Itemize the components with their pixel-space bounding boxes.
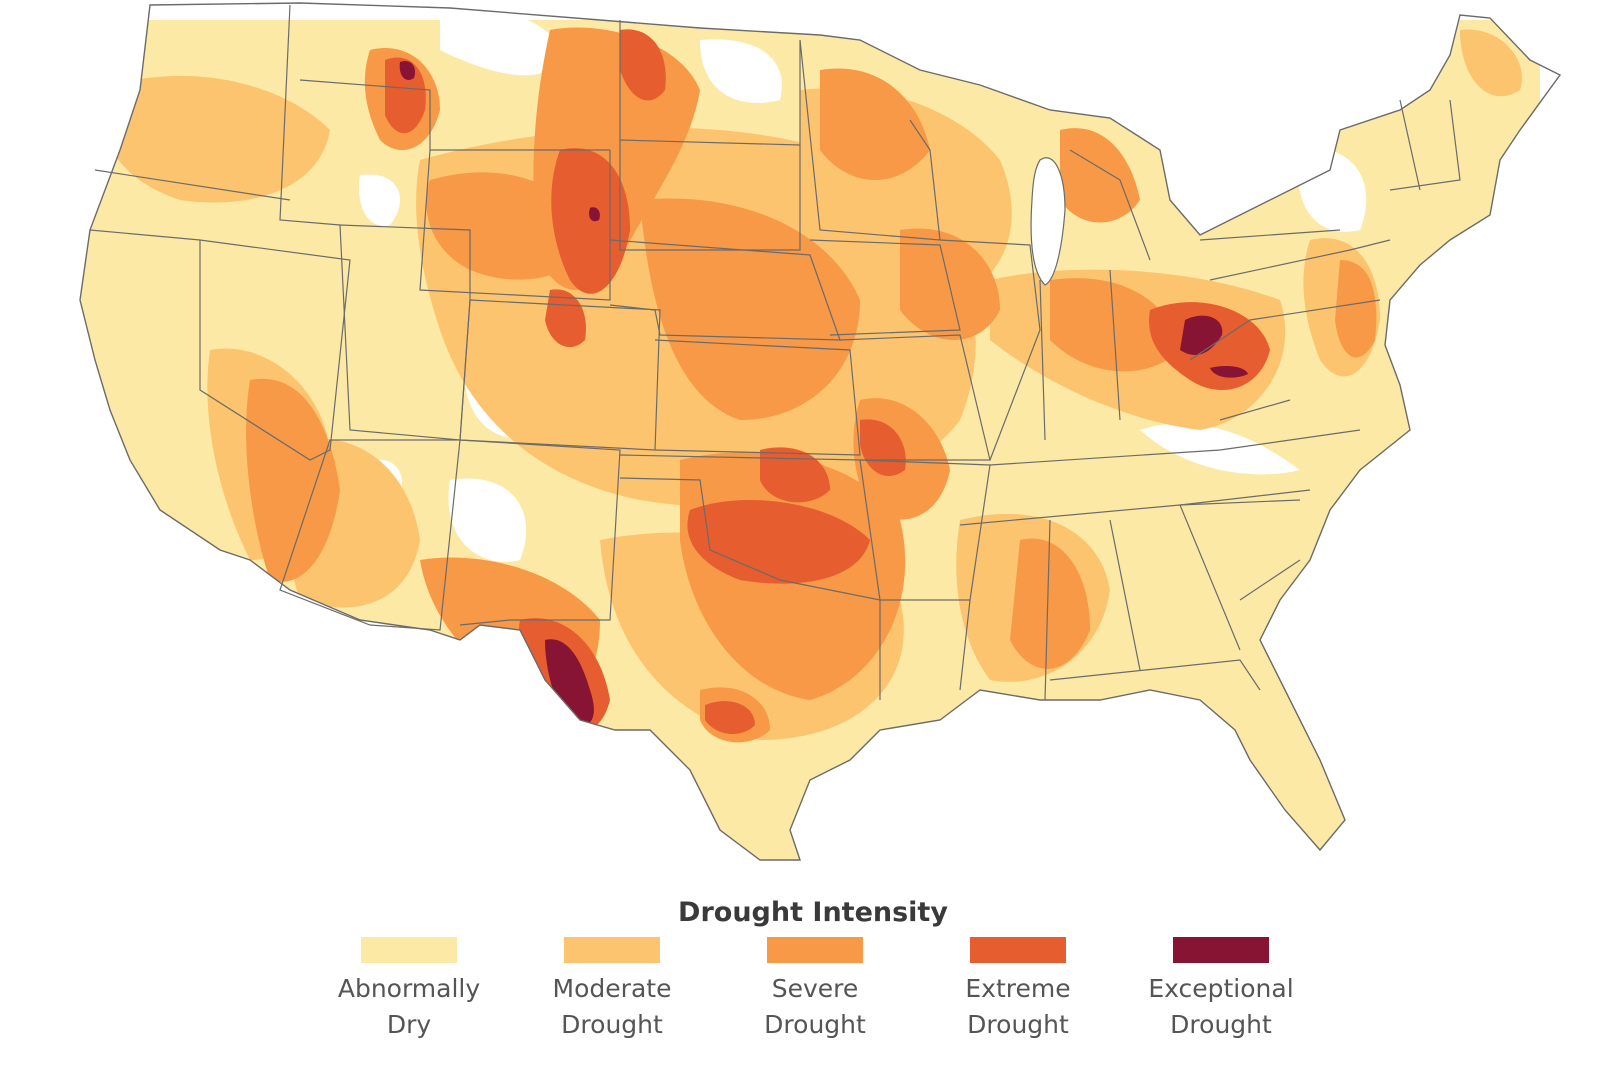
legend-label-line2: Drought bbox=[1170, 1010, 1272, 1039]
border-fl bbox=[1049, 659, 1261, 691]
border-ia bbox=[809, 239, 961, 336]
lake-michigan bbox=[1030, 157, 1066, 286]
border-nv-ca bbox=[199, 239, 351, 461]
legend-item-abnormally-dry: Abnormally Dry bbox=[304, 937, 514, 1043]
legend-title: Drought Intensity bbox=[678, 897, 948, 928]
extreme-kansas-ok bbox=[760, 447, 830, 503]
border-ky-tn bbox=[989, 429, 1361, 466]
severe-michigan bbox=[1060, 128, 1140, 223]
clear-patch-idaho bbox=[359, 174, 400, 226]
legend-label-line2: Drought bbox=[764, 1010, 866, 1039]
clear-patch-north-dakota bbox=[700, 39, 782, 103]
border-new-england bbox=[1389, 99, 1461, 191]
legend-swatch-moderate-drought bbox=[564, 937, 660, 963]
severe-ohio bbox=[1050, 278, 1180, 372]
border-mi bbox=[1069, 149, 1151, 261]
legend-label-line1: Moderate bbox=[552, 974, 672, 1003]
legend-label-line1: Extreme bbox=[965, 974, 1071, 1003]
moderate-maine bbox=[1460, 29, 1522, 97]
legend-item-extreme-drought: Extreme Drought bbox=[913, 937, 1123, 1043]
clear-patch-ohio-valley bbox=[1140, 423, 1300, 475]
exceptional-wv bbox=[1210, 366, 1248, 378]
clear-patch-montana bbox=[440, 9, 560, 76]
legend-swatch-abnormally-dry bbox=[361, 937, 457, 963]
us-drought-map bbox=[79, 2, 1561, 861]
border-wa-or bbox=[94, 169, 291, 201]
legend: Drought Intensity Abnormally Dry Moderat… bbox=[0, 895, 1600, 1066]
border-id bbox=[279, 4, 341, 226]
exceptional-big-bend bbox=[545, 639, 594, 727]
extreme-north-dakota bbox=[620, 29, 666, 101]
border-or-ca bbox=[89, 229, 201, 241]
state-borders bbox=[89, 4, 1461, 701]
legend-swatch-extreme-drought bbox=[970, 937, 1066, 963]
border-mo bbox=[839, 334, 991, 461]
border-wi-il bbox=[939, 239, 1041, 461]
moderate-pacific-nw bbox=[99, 75, 330, 203]
legend-label-line1: Severe bbox=[771, 974, 859, 1003]
extreme-colorado bbox=[545, 289, 586, 348]
legend-items: Abnormally Dry Moderate Drought Severe D… bbox=[0, 895, 1600, 1066]
border-in-oh bbox=[1039, 269, 1121, 441]
severe-arizona bbox=[246, 378, 340, 582]
severe-iowa-illinois bbox=[900, 228, 1000, 340]
legend-label-line1: Abnormally bbox=[337, 974, 481, 1003]
legend-label-line2: Dry bbox=[386, 1010, 432, 1039]
border-ar bbox=[859, 459, 991, 601]
extreme-idaho bbox=[385, 57, 426, 134]
legend-swatch-exceptional-drought bbox=[1173, 937, 1269, 963]
legend-swatch-severe-drought bbox=[767, 937, 863, 963]
border-la-ms bbox=[959, 519, 1051, 701]
border-wy bbox=[419, 149, 611, 301]
extreme-south-texas bbox=[705, 701, 755, 735]
severe-minnesota-wisconsin bbox=[820, 68, 930, 180]
exceptional-idaho bbox=[399, 60, 416, 81]
border-al-ga bbox=[1109, 504, 1241, 671]
border-pa-ny bbox=[1199, 229, 1391, 281]
legend-label-line1: Exceptional bbox=[1148, 974, 1294, 1003]
border-ut bbox=[339, 224, 471, 441]
clear-patch-new-mexico bbox=[448, 478, 527, 562]
severe-nebraska-kansas bbox=[640, 198, 860, 420]
legend-label-line2: Drought bbox=[967, 1010, 1069, 1039]
border-sc-nc bbox=[1179, 489, 1311, 601]
border-va-wv bbox=[1189, 299, 1381, 421]
legend-item-exceptional-drought: Exceptional Drought bbox=[1116, 937, 1326, 1043]
extreme-oklahoma bbox=[687, 500, 870, 584]
legend-item-severe-drought: Severe Drought bbox=[710, 937, 920, 1043]
severe-new-jersey bbox=[1335, 260, 1377, 358]
border-nm-tx bbox=[459, 439, 621, 626]
border-ks bbox=[654, 339, 861, 456]
exceptional-wyoming bbox=[589, 207, 600, 222]
severe-mississippi bbox=[1010, 538, 1090, 669]
legend-item-moderate-drought: Moderate Drought bbox=[507, 937, 717, 1043]
legend-label-line2: Drought bbox=[561, 1010, 663, 1039]
border-az-nm bbox=[279, 439, 461, 631]
border-mt bbox=[299, 79, 610, 151]
border-dakotas bbox=[619, 139, 801, 146]
